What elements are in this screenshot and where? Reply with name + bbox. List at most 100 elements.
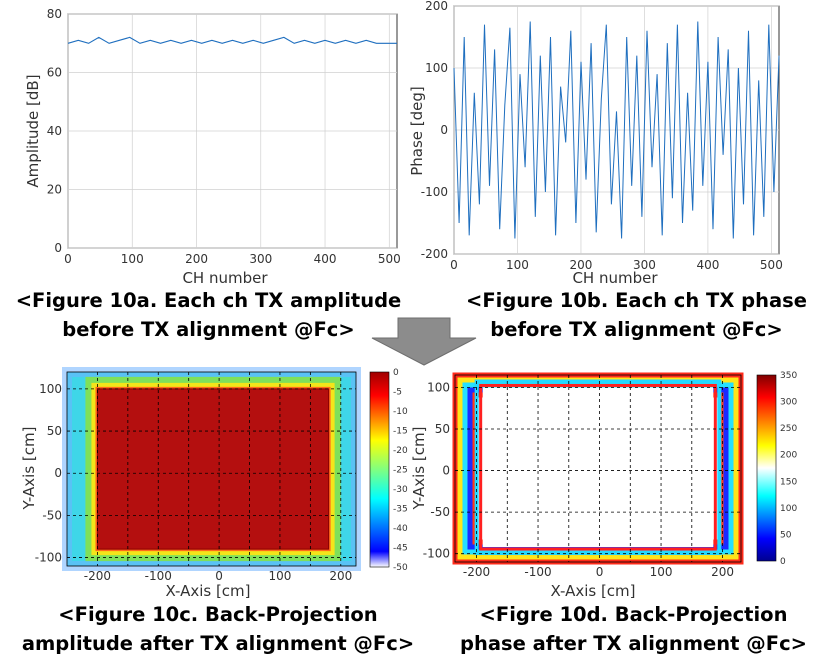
colorbar-tick-label: 100 [780,504,797,514]
x-tick-label: 200 [570,258,593,272]
x-tick-label: 100 [121,252,144,266]
y-tick-label: 20 [47,183,62,197]
amplitude-line-chart: 0 100 200 300 400 500 0 20 40 60 80 CH number Ampl… [24,7,401,287]
x-tick-label: -200 [463,565,490,579]
x-tick-label: 0 [64,252,72,266]
edge-phase-band [479,383,717,551]
x-tick-label: 400 [314,252,337,266]
colorbar-tick-label: -5 [393,388,402,398]
y-tick-label: 50 [435,422,450,436]
colorbar [369,371,390,568]
colorbar-tick-label: 300 [780,398,797,408]
colorbar-tick-label: -30 [393,485,408,495]
colorbar-tick-label: 0 [780,557,786,567]
caption-fig10c-line1: <Figure 10c. Back-Projection [58,603,378,626]
x-tick-label: 0 [215,569,223,583]
x-tick-label: -100 [145,569,172,583]
x-tick-label: 300 [633,258,656,272]
y-tick-label: 100 [39,382,62,396]
colorbar [756,374,777,562]
colorbar-tick-label: -45 [393,544,408,554]
x-tick-label: 500 [760,258,783,272]
caption-fig10a-line1: <Figure 10a. Each ch TX amplitude [15,289,402,312]
x-tick-label: 200 [329,569,352,583]
y-tick-label: 100 [427,380,450,394]
y-axis-label: Amplitude [dB] [24,74,42,187]
x-tick-label: -100 [524,565,551,579]
x-tick-label: 100 [650,565,673,579]
phase-heatmap: -200 -100 0 100 200 -100 -50 0 50 100 350 300 250 20… [410,371,797,600]
y-axis-label: Phase [deg] [408,86,426,176]
tick-labels: 0 100 200 300 400 500 -200 -100 0 100 200 [421,0,783,272]
x-tick-label: 500 [378,252,401,266]
y-tick-label: -50 [42,508,62,522]
colorbar-tick-label: -20 [393,446,408,456]
x-tick-label: 0 [450,258,458,272]
y-tick-label: 0 [54,466,62,480]
phase-series-line [453,21,780,239]
colorbar-tick-label: 50 [780,530,792,540]
y-tick-label: -50 [430,505,450,519]
tick-labels: -200 -100 0 100 200 -100 -50 0 50 100 [423,380,734,579]
caption-fig10d-line1: <Figre 10d. Back-Projection [479,603,788,626]
y-tick-label: 0 [440,123,448,137]
y-tick-label: 80 [47,7,62,21]
colorbar-tick-labels: 350 300 250 200 150 100 50 0 [780,371,797,567]
x-tick-label: 100 [506,258,529,272]
x-axis-label: CH number [572,269,658,287]
colorbar-tick-label: -50 [393,563,408,573]
y-tick-label: 0 [442,464,450,478]
amplitude-series-line [67,36,397,44]
y-axis-label: Y-Axis [cm] [410,427,428,511]
colorbar-tick-label: 150 [780,477,797,487]
colorbar-tick-label: 250 [780,424,797,434]
heatmap-image [452,372,744,565]
colorbar-tick-label: 350 [780,371,797,381]
tick-labels: -200 -100 0 100 200 -100 -50 0 50 100 [35,382,352,583]
colorbar-tick-label: -25 [393,466,408,476]
caption-fig10b-line2: before TX alignment @Fc> [490,318,783,341]
grid [67,13,397,249]
heatmap-image [62,367,361,571]
colorbar-tick-label: -10 [393,407,408,417]
y-tick-label: -100 [35,551,62,565]
colorbar-tick-label: -35 [393,505,408,515]
aperture-region [482,387,714,548]
x-tick-label: 400 [696,258,719,272]
caption-fig10c-line2: amplitude after TX alignment @Fc> [21,632,415,655]
grid [67,372,356,566]
grid [453,5,779,255]
amplitude-heatmap: -200 -100 0 100 200 -100 -50 0 50 100 0 -5 -10 -15 -2… [20,367,408,600]
y-tick-label: -100 [421,185,448,199]
caption-fig10b-line1: <Figure 10b. Each ch TX phase [465,289,807,312]
colorbar-tick-label: -15 [393,427,408,437]
y-axis-label: Y-Axis [cm] [20,427,38,511]
x-tick-label: 200 [711,565,734,579]
y-tick-label: 60 [47,66,62,80]
caption-fig10a-line2: before TX alignment @Fc> [62,318,355,341]
colorbar-tick-label: -40 [393,524,408,534]
x-tick-label: 200 [185,252,208,266]
x-tick-label: 300 [249,252,272,266]
colorbar-tick-label: 0 [393,368,399,378]
y-tick-label: 200 [425,0,448,13]
phase-line-chart: 0 100 200 300 400 500 -200 -100 0 100 200 CH numbe… [408,0,783,287]
y-tick-label: 100 [425,61,448,75]
down-arrow-icon [371,317,477,366]
x-tick-label: 0 [596,565,604,579]
y-tick-label: -200 [421,247,448,261]
aperture-region [96,388,330,550]
x-tick-label: -200 [84,569,111,583]
x-tick-label: 100 [268,569,291,583]
y-tick-label: -100 [423,547,450,561]
colorbar-tick-label: 200 [780,451,797,461]
tick-labels: 0 100 200 300 400 500 0 20 40 60 80 [47,7,401,266]
caption-fig10d-line2: phase after TX alignment @Fc> [460,632,807,655]
y-tick-label: 50 [47,424,62,438]
plot-border [66,371,357,567]
plot-border [454,374,742,563]
x-axis-label: X-Axis [cm] [550,582,635,600]
grid [455,375,741,562]
x-axis-label: CH number [182,269,268,287]
